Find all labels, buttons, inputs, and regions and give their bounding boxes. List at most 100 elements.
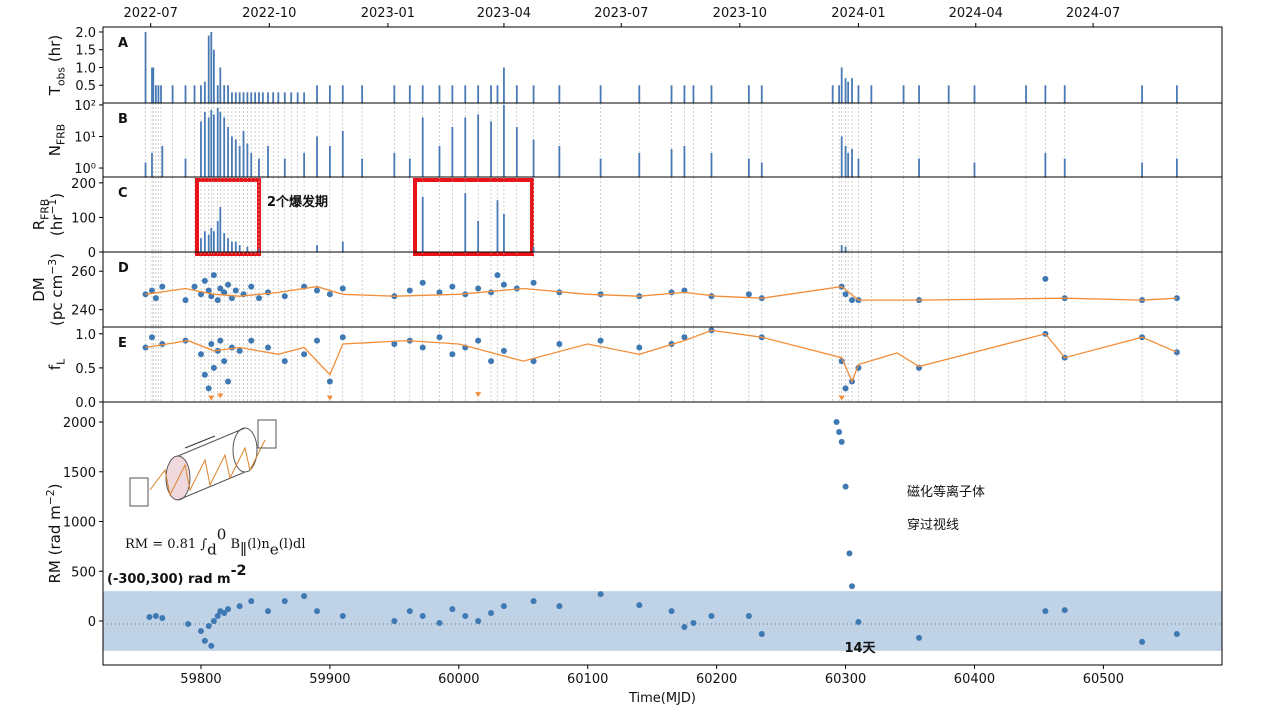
bar	[238, 245, 241, 252]
bar	[464, 85, 467, 103]
top-tick-label: 2022-07	[124, 6, 178, 21]
point	[197, 291, 204, 298]
panel-label: E	[118, 336, 127, 351]
bar	[451, 85, 454, 103]
point	[556, 341, 563, 348]
y-tick-label: 1000	[63, 516, 96, 531]
y-tick-label: 260	[71, 265, 96, 280]
point	[488, 289, 495, 296]
bar	[683, 145, 686, 177]
bar	[223, 117, 226, 177]
bar	[316, 136, 318, 177]
point	[449, 606, 456, 613]
label-part: RM (rad m	[46, 505, 64, 583]
bar	[599, 158, 602, 177]
bar	[451, 126, 454, 177]
point	[208, 642, 215, 649]
bar	[151, 152, 153, 177]
y-tick-label: 100	[71, 211, 96, 226]
bar	[234, 139, 237, 177]
label-part: −3	[46, 259, 59, 275]
bar	[710, 152, 713, 177]
limit-marker	[475, 392, 482, 398]
label-part: )	[48, 193, 66, 199]
point	[214, 613, 221, 620]
point	[159, 283, 166, 290]
point	[265, 608, 272, 615]
point	[152, 295, 159, 302]
bar	[316, 85, 318, 103]
point	[406, 608, 413, 615]
point	[281, 293, 288, 300]
point	[488, 358, 495, 365]
point	[236, 347, 243, 354]
point	[221, 610, 228, 617]
point	[255, 295, 262, 302]
point	[314, 608, 321, 615]
bar	[393, 85, 396, 103]
bar	[760, 162, 763, 177]
bar	[250, 92, 253, 103]
bar	[532, 139, 535, 177]
bar	[947, 85, 950, 103]
panel: 0 500 1000 1500 2000 RM (rad m−2) 59800 59900 60…	[44, 401, 1223, 706]
panel: 10⁰ 10¹ 10² B NFRB	[46, 99, 1223, 178]
bar	[216, 107, 219, 177]
x-tick-label: 60300	[825, 672, 866, 687]
bar	[710, 85, 713, 103]
bar	[212, 49, 215, 103]
bar	[242, 92, 245, 103]
bar	[670, 149, 673, 177]
bar	[918, 158, 920, 177]
point	[916, 634, 923, 641]
point	[201, 371, 208, 378]
bar	[503, 67, 505, 103]
y-tick-label: 240	[71, 304, 96, 319]
label-part: N	[46, 145, 64, 156]
plane	[129, 477, 149, 507]
bar	[408, 85, 411, 103]
point	[217, 337, 224, 344]
panel: 0.0 0.5 1.0 EfL	[46, 326, 1223, 411]
bar	[847, 81, 850, 103]
band-label: (-300,300) rad m-2	[107, 563, 247, 587]
panel-label: D	[118, 261, 129, 276]
bar	[258, 248, 260, 252]
bar	[503, 213, 505, 252]
bar	[838, 85, 841, 103]
bar	[438, 145, 441, 177]
point	[281, 598, 288, 605]
bar	[421, 117, 424, 177]
panel: 240 260 D DM (pc cm−3)	[30, 251, 1223, 328]
x-tick-label: 60500	[1083, 672, 1124, 687]
limit-marker	[326, 395, 333, 401]
y-tick-label: 1.0	[75, 328, 96, 343]
top-tick-label: 2024-04	[949, 6, 1003, 21]
label-part: T	[46, 85, 64, 96]
bar	[216, 220, 219, 252]
y-axis-label: RFRB	[30, 199, 52, 231]
bar	[1044, 152, 1047, 177]
bar	[277, 92, 280, 103]
point	[265, 289, 272, 296]
bar	[227, 126, 229, 177]
label-part: 0	[217, 526, 227, 544]
point	[668, 608, 675, 615]
wave	[149, 439, 266, 497]
point	[681, 623, 688, 630]
y-axis-label: (pc cm−3)	[46, 253, 66, 326]
point	[205, 385, 212, 392]
bar	[171, 85, 174, 103]
point	[326, 291, 333, 298]
bar	[246, 246, 249, 252]
point	[236, 603, 243, 610]
point	[462, 613, 469, 620]
bar	[840, 245, 843, 252]
bar	[231, 92, 233, 103]
limit-marker	[838, 395, 845, 401]
bar	[844, 246, 847, 252]
cylinder-edge	[177, 427, 246, 457]
bar	[203, 81, 206, 103]
label-part: (-300,300) rad m	[107, 572, 231, 587]
point	[248, 598, 255, 605]
